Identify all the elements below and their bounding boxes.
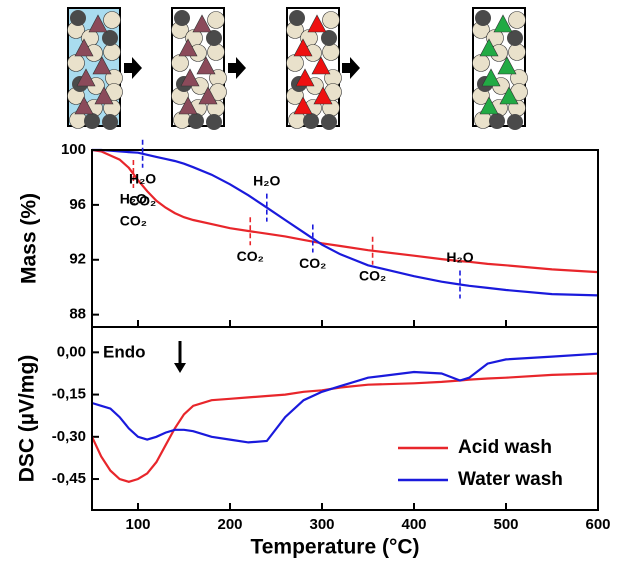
dark-particle xyxy=(475,10,491,26)
x-tick-label: 600 xyxy=(585,516,610,533)
particle xyxy=(508,43,526,61)
legend-label: Water wash xyxy=(458,469,563,490)
triangle xyxy=(92,56,112,75)
annotation-label: CO₂ xyxy=(120,213,147,229)
arrow xyxy=(228,57,246,79)
plot-frame xyxy=(91,326,599,511)
triangle xyxy=(479,96,499,115)
y-tick-label: 92 xyxy=(69,251,86,268)
annotation-label: CO₂ xyxy=(129,192,156,208)
dark-particle xyxy=(84,113,100,129)
endo-arrow-head xyxy=(174,363,186,373)
dark-particle xyxy=(70,10,86,26)
triangle xyxy=(481,68,501,87)
data-line xyxy=(91,372,599,483)
data-line xyxy=(92,148,599,297)
x-tick-label: 400 xyxy=(401,516,426,533)
triangle xyxy=(499,86,519,105)
triangle xyxy=(493,14,513,33)
arrow xyxy=(342,57,360,79)
triangle xyxy=(479,38,499,57)
particle xyxy=(103,11,121,29)
legend-label: Acid wash xyxy=(458,437,552,458)
schematic xyxy=(67,7,528,130)
triangle xyxy=(74,38,94,57)
triangle xyxy=(180,68,200,87)
particle xyxy=(67,54,85,72)
triangle xyxy=(313,86,333,105)
dark-particle xyxy=(206,114,222,130)
particle xyxy=(103,43,121,61)
arrow xyxy=(124,57,142,79)
dark-particle xyxy=(507,30,523,46)
dark-particle xyxy=(321,114,337,130)
annotation-label: CO₂ xyxy=(299,255,326,271)
triangle xyxy=(497,56,517,75)
triangle xyxy=(88,14,108,33)
data-line xyxy=(91,148,599,274)
particle xyxy=(472,54,490,72)
annotation-label: CO₂ xyxy=(237,248,264,264)
triangle xyxy=(76,68,96,87)
y-tick-label: -0,30 xyxy=(52,428,86,445)
y-tick-label: 100 xyxy=(61,141,86,158)
triangle xyxy=(293,96,313,115)
y-tick-label: -0,15 xyxy=(52,386,86,403)
x-tick-label: 500 xyxy=(493,516,518,533)
plot-frame xyxy=(91,149,599,328)
annotation-label: H₂O xyxy=(129,170,156,186)
annotation-label: CO₂ xyxy=(359,267,386,283)
annotation-label: H₂O xyxy=(446,249,473,265)
dark-particle xyxy=(321,30,337,46)
dark-particle xyxy=(289,10,305,26)
x-tick-label: 100 xyxy=(125,516,150,533)
particle xyxy=(322,43,340,61)
triangle xyxy=(196,56,216,75)
triangle xyxy=(178,96,198,115)
triangle xyxy=(295,68,315,87)
particle xyxy=(207,43,225,61)
particle xyxy=(508,11,526,29)
annotation-label: H₂O xyxy=(253,172,280,188)
data-line xyxy=(91,352,599,444)
y-tick-label: 88 xyxy=(69,306,86,323)
triangle xyxy=(311,56,331,75)
triangle xyxy=(94,86,114,105)
triangle xyxy=(192,14,212,33)
y-tick-label: -0,45 xyxy=(52,470,86,487)
y-axis-label: DSC (µV/mg) xyxy=(16,355,39,483)
x-tick-label: 200 xyxy=(217,516,242,533)
x-tick-label: 300 xyxy=(309,516,334,533)
triangle xyxy=(74,96,94,115)
dark-particle xyxy=(489,113,505,129)
y-axis-label: Mass (%) xyxy=(18,193,41,284)
particle xyxy=(171,54,189,72)
particle xyxy=(286,54,304,72)
particle xyxy=(207,11,225,29)
y-tick-label: 96 xyxy=(69,196,86,213)
dark-particle xyxy=(303,113,319,129)
y-tick-label: 0,00 xyxy=(57,343,86,360)
triangle xyxy=(307,14,327,33)
x-axis-label: Temperature (°C) xyxy=(250,536,419,559)
dark-particle xyxy=(102,30,118,46)
dark-particle xyxy=(206,30,222,46)
annotation-label: H₂O xyxy=(120,191,147,207)
dark-particle xyxy=(102,114,118,130)
triangle xyxy=(178,38,198,57)
dark-particle xyxy=(188,113,204,129)
particle xyxy=(322,11,340,29)
triangle xyxy=(293,38,313,57)
triangle xyxy=(198,86,218,105)
dark-particle xyxy=(174,10,190,26)
dark-particle xyxy=(507,114,523,130)
endo-label: Endo xyxy=(103,342,146,361)
